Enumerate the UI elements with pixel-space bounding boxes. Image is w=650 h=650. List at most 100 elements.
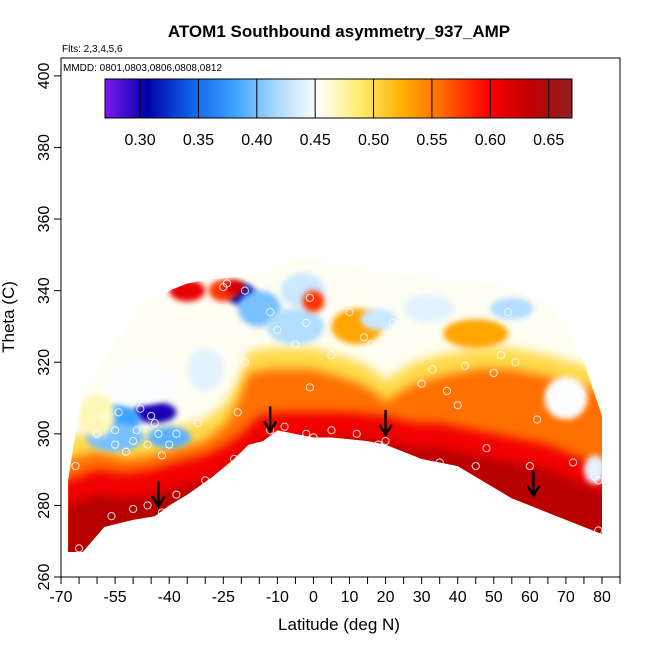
x-tick-label: 60 — [521, 589, 539, 606]
colorbar-tick-label: 0.35 — [183, 132, 214, 149]
sample-point — [576, 390, 585, 399]
colorbar-tick-label: 0.50 — [358, 132, 389, 149]
flights-note: Flts: 2,3,4,5,6 — [62, 44, 123, 55]
sample-point — [594, 526, 603, 535]
sample-point — [460, 361, 470, 370]
sample-point — [266, 308, 275, 317]
sample-point — [381, 350, 390, 360]
sample-point — [305, 383, 314, 392]
sample-point — [417, 379, 426, 388]
sample-point — [291, 254, 300, 263]
sample-point — [309, 433, 318, 442]
arrow-marker — [151, 481, 166, 509]
sample-point — [150, 418, 159, 428]
sample-point — [71, 461, 80, 471]
plot-frame — [60, 57, 621, 578]
field-anomaly — [302, 290, 325, 313]
sample-point — [291, 340, 300, 349]
x-tick-label: 20 — [377, 589, 395, 606]
y-tick-label: 320 — [36, 349, 53, 376]
field-anomaly — [403, 294, 455, 323]
sample-point — [482, 444, 491, 453]
sample-point — [172, 490, 181, 499]
sample-point — [489, 368, 498, 378]
field-anomaly — [544, 376, 588, 420]
field-anomaly — [443, 319, 509, 348]
sample-point — [367, 340, 376, 349]
y-tick-label: 380 — [36, 134, 53, 161]
sample-point — [233, 408, 242, 417]
x-tick-label: 70 — [557, 589, 575, 606]
x-tick-label: 10 — [341, 589, 359, 606]
colorbar-tick-label: 0.30 — [124, 132, 155, 149]
sample-point — [525, 461, 534, 471]
sample-point — [352, 429, 361, 438]
sample-point — [280, 422, 289, 431]
field-anomaly — [147, 426, 191, 449]
x-tick-label: -40 — [158, 589, 181, 606]
y-tick-label: 340 — [36, 277, 53, 304]
colorbar-tick-label: 0.45 — [300, 132, 331, 149]
sample-point — [554, 333, 563, 342]
sample-point — [147, 411, 156, 421]
y-tick-label: 280 — [36, 492, 53, 519]
field-anomaly — [187, 347, 224, 391]
field-anomaly — [79, 394, 116, 438]
sample-point — [175, 365, 185, 374]
x-tick-label: -55 — [104, 589, 127, 606]
dates-note: MMDD: 0801,0803,0806,0808,0812 — [63, 63, 222, 74]
sample-point — [532, 415, 542, 424]
sample-point — [157, 508, 167, 517]
sample-point — [74, 544, 84, 553]
sample-point — [504, 308, 513, 317]
sample-point — [110, 426, 120, 435]
colorbar-tick-label: 0.60 — [475, 132, 506, 149]
sample-point — [172, 429, 181, 438]
field-anomaly — [266, 308, 325, 345]
arrow-marker — [378, 409, 393, 438]
x-tick-label: 80 — [593, 589, 611, 606]
y-tick-label: 300 — [36, 420, 53, 447]
x-tick-label: 0 — [309, 589, 318, 606]
sample-point — [345, 308, 354, 317]
sample-point — [547, 390, 556, 399]
sample-point — [114, 408, 123, 417]
sample-point — [165, 440, 174, 449]
sample-points — [71, 254, 603, 553]
x-axis-title: Latitude (deg N) — [278, 615, 400, 634]
y-axis-title: Theta (C) — [0, 281, 18, 353]
chart-title: ATOM1 Southbound asymmetry_937_AMP — [168, 22, 510, 41]
sample-point — [193, 418, 203, 428]
sample-point — [594, 476, 603, 485]
field-anomaly — [104, 362, 177, 406]
sample-point — [92, 429, 102, 438]
arrows — [151, 406, 541, 509]
sample-point — [435, 458, 444, 467]
sample-point — [327, 426, 336, 435]
sample-point — [388, 318, 397, 327]
y-tick-label: 360 — [36, 206, 53, 233]
colorbar: 0.30 0.35 0.40 0.45 0.50 0.55 0.60 0.65 — [104, 78, 573, 149]
sample-point — [345, 265, 354, 274]
sample-point — [395, 290, 405, 299]
sample-point — [240, 286, 250, 295]
sample-point — [129, 504, 138, 514]
y-axis: 260 280 300 320 340 360 380 400 — [36, 62, 61, 590]
sample-point — [309, 257, 318, 267]
sample-point — [132, 426, 141, 435]
x-axis: -70 -55 -40 -25 -10 0 10 20 30 40 50 60 70 80 — [49, 577, 621, 606]
sample-point — [302, 318, 311, 327]
sample-point — [327, 350, 336, 360]
sample-point — [471, 461, 480, 471]
sample-point — [230, 454, 239, 463]
x-tick-label: -25 — [212, 589, 235, 606]
sample-point — [110, 440, 120, 449]
sample-point — [359, 333, 369, 342]
sample-point — [222, 279, 231, 288]
x-tick-label: -70 — [49, 589, 72, 606]
sample-point — [201, 336, 210, 345]
sample-point — [240, 358, 250, 367]
sample-point — [511, 358, 520, 367]
x-tick-label: 30 — [413, 589, 431, 606]
